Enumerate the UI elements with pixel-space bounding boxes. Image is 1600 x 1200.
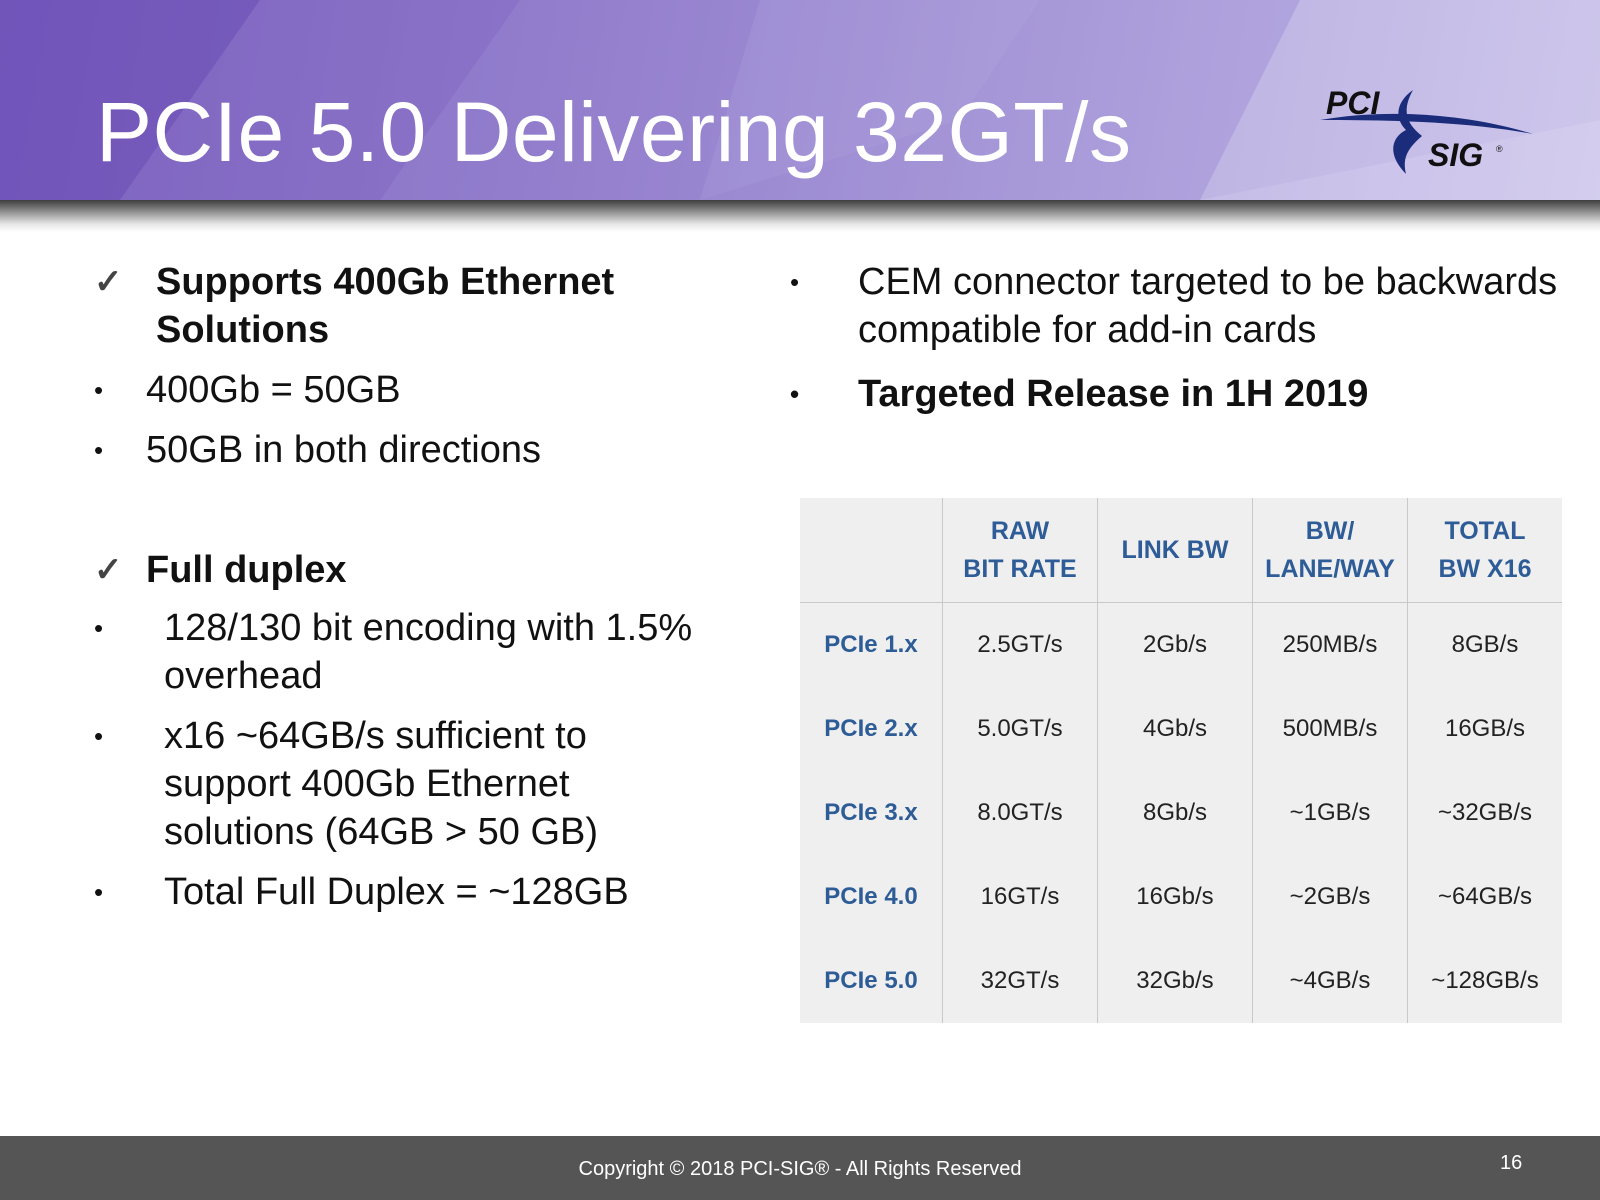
table-cell: 32Gb/s [1097, 939, 1253, 1023]
row-label-cell: PCIe 4.0 [824, 883, 918, 910]
table-cell: 2.5GT/s [942, 602, 1098, 687]
pcie-bandwidth-table: RAW BIT RATE LINK BW BW/ LANE/WAY TOTAL … [800, 498, 1562, 1023]
table-row: PCIe 2.x 5.0GT/s 4Gb/s 500MB/s 16GB/s [800, 687, 1562, 771]
bullet-icon: • [94, 435, 104, 465]
bullet-text: 128/130 bit encoding with 1.5% overhead [164, 607, 693, 697]
left-column: ✓ Supports 400Gb Ethernet Solutions • 40… [94, 258, 734, 916]
header-line: RAW [990, 517, 1050, 545]
list-item: • 400Gb = 50GB [94, 366, 734, 414]
bullet-icon: • [94, 613, 104, 643]
header-cell-link-bw: LINK BW [1097, 498, 1253, 603]
table-header-row: RAW BIT RATE LINK BW BW/ LANE/WAY TOTAL … [800, 498, 1562, 603]
bullet-icon: • [94, 721, 104, 751]
table-cell: 2Gb/s [1097, 602, 1253, 687]
table-cell: ~32GB/s [1407, 771, 1562, 855]
table-row: PCIe 4.0 16GT/s 16Gb/s ~2GB/s ~64GB/s [800, 855, 1562, 939]
logo-text-sig: SIG [1428, 137, 1483, 173]
checkmark-icon: ✓ [94, 551, 123, 589]
header-cell-empty [800, 498, 943, 603]
table-cell: 8Gb/s [1097, 771, 1253, 855]
row-label-cell: PCIe 1.x [824, 631, 918, 658]
table-cell: ~64GB/s [1407, 855, 1562, 939]
header-line: BW/ [1305, 517, 1355, 545]
header-cell-total-bw-x16: TOTAL BW X16 [1407, 498, 1562, 603]
bullet-text: x16 ~64GB/s sufficient to support 400Gb … [164, 715, 599, 853]
header-shadow [0, 200, 1600, 232]
table-row: PCIe 1.x 2.5GT/s 2Gb/s 250MB/s 8GB/s [800, 602, 1562, 687]
list-item: • CEM connector targeted to be backwards… [790, 258, 1558, 354]
table-cell: 500MB/s [1252, 687, 1408, 771]
header-line: LINK BW [1121, 536, 1229, 564]
table-cell: 250MB/s [1252, 602, 1408, 687]
bullet-icon: • [94, 877, 104, 907]
bullet-icon: • [790, 379, 800, 409]
bullet-text: Targeted Release in 1H 2019 [858, 373, 1369, 415]
right-column: • CEM connector targeted to be backwards… [790, 258, 1570, 418]
table-cell: ~4GB/s [1252, 939, 1408, 1023]
list-item: • 128/130 bit encoding with 1.5% overhea… [94, 604, 734, 700]
slide-header: PCIe 5.0 Delivering 32GT/s PCI SIG ® [0, 0, 1600, 200]
bullet-icon: • [94, 375, 104, 405]
logo-text-pci: PCI [1326, 85, 1380, 121]
section2-heading: Full duplex [146, 549, 347, 591]
list-item: • Total Full Duplex = ~128GB [94, 868, 734, 916]
table-row: PCIe 3.x 8.0GT/s 8Gb/s ~1GB/s ~32GB/s [800, 771, 1562, 855]
section2-heading-item: ✓ Full duplex [94, 546, 734, 594]
header-line: LANE/WAY [1265, 555, 1395, 583]
header-line: BW X16 [1438, 555, 1532, 583]
table-cell: 8.0GT/s [942, 771, 1098, 855]
table-cell: 4Gb/s [1097, 687, 1253, 771]
list-item: • 50GB in both directions [94, 426, 734, 474]
header-line: BIT RATE [963, 555, 1077, 583]
logo-registered-mark: ® [1496, 144, 1503, 154]
row-label-cell: PCIe 3.x [824, 799, 918, 826]
list-item: • Targeted Release in 1H 2019 [790, 370, 1570, 418]
section1-heading-item: ✓ Supports 400Gb Ethernet Solutions [94, 258, 734, 354]
checkmark-icon: ✓ [94, 263, 123, 301]
bullet-icon: • [790, 267, 800, 297]
row-label-cell: PCIe 5.0 [824, 967, 918, 994]
slide-footer: Copyright © 2018 PCI-SIG® - All Rights R… [0, 1136, 1600, 1200]
header-facet-pattern [0, 0, 1600, 200]
table-cell: ~1GB/s [1252, 771, 1408, 855]
page-number: 16 [1500, 1152, 1523, 1174]
header-line: TOTAL [1444, 517, 1526, 545]
bullet-text: 50GB in both directions [146, 429, 542, 471]
header-cell-bw-lane-way: BW/ LANE/WAY [1252, 498, 1408, 603]
bullet-text: CEM connector targeted to be backwards c… [858, 261, 1558, 351]
copyright-text: Copyright © 2018 PCI-SIG® - All Rights R… [578, 1158, 1022, 1180]
table-cell: ~128GB/s [1407, 939, 1562, 1023]
bullet-text: Total Full Duplex = ~128GB [164, 871, 629, 913]
table-cell: 32GT/s [942, 939, 1098, 1023]
table-cell: 16GB/s [1407, 687, 1562, 771]
bullet-text: 400Gb = 50GB [146, 369, 401, 411]
table-cell: 8GB/s [1407, 602, 1562, 687]
table-cell: 5.0GT/s [942, 687, 1098, 771]
section1-heading: Supports 400Gb Ethernet Solutions [156, 261, 615, 351]
header-cell-raw-bit-rate: RAW BIT RATE [942, 498, 1098, 603]
table-cell: 16GT/s [942, 855, 1098, 939]
table-row: PCIe 5.0 32GT/s 32Gb/s ~4GB/s ~128GB/s [800, 939, 1562, 1023]
table-cell: ~2GB/s [1252, 855, 1408, 939]
row-label-cell: PCIe 2.x [824, 715, 918, 742]
table-cell: 16Gb/s [1097, 855, 1253, 939]
list-item: • x16 ~64GB/s sufficient to support 400G… [94, 712, 664, 856]
slide-title: PCIe 5.0 Delivering 32GT/s [96, 85, 1132, 179]
pci-sig-logo: PCI SIG ® [1320, 85, 1533, 174]
